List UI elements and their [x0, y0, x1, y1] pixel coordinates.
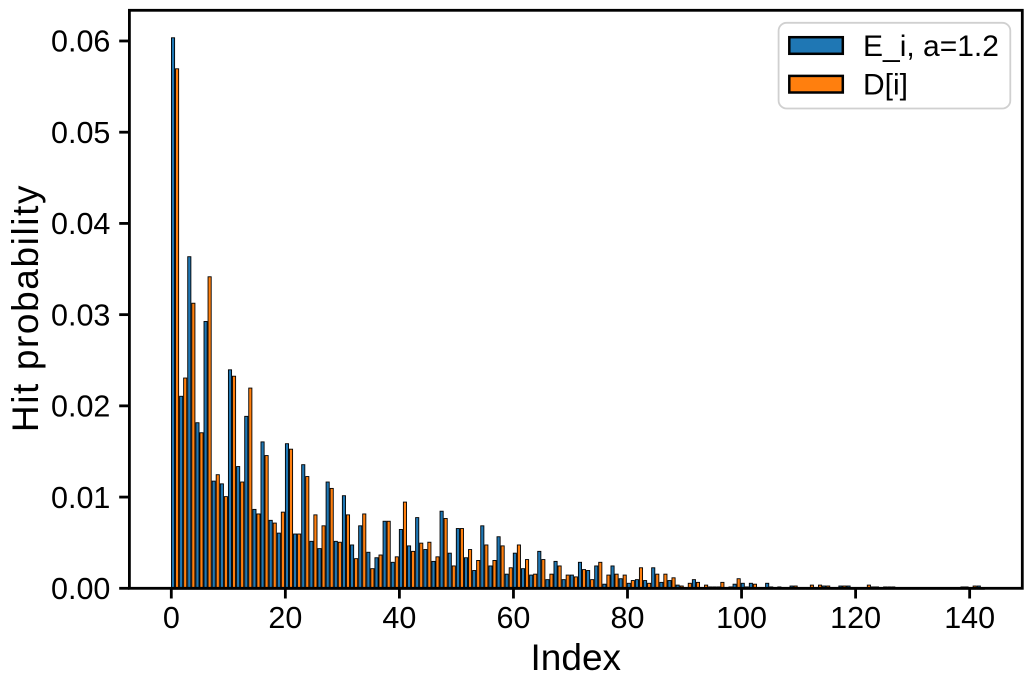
svg-text:120: 120	[830, 601, 881, 635]
svg-text:0.01: 0.01	[51, 481, 110, 515]
svg-text:0: 0	[163, 601, 180, 635]
svg-text:60: 60	[496, 601, 530, 635]
svg-text:20: 20	[268, 601, 302, 635]
svg-text:0.05: 0.05	[51, 116, 110, 150]
svg-text:40: 40	[382, 601, 416, 635]
svg-text:140: 140	[944, 601, 995, 635]
svg-text:0.03: 0.03	[51, 298, 110, 332]
svg-text:0.02: 0.02	[51, 390, 110, 424]
svg-text:80: 80	[611, 601, 645, 635]
svg-text:E_i, a=1.2: E_i, a=1.2	[863, 30, 999, 63]
svg-text:0.04: 0.04	[51, 207, 110, 241]
svg-text:100: 100	[716, 601, 767, 635]
svg-text:0.00: 0.00	[51, 572, 110, 606]
svg-text:0.06: 0.06	[51, 25, 110, 59]
svg-text:D[i]: D[i]	[863, 69, 908, 102]
svg-text:Hit probability: Hit probability	[5, 184, 46, 432]
svg-text:Index: Index	[531, 637, 622, 678]
